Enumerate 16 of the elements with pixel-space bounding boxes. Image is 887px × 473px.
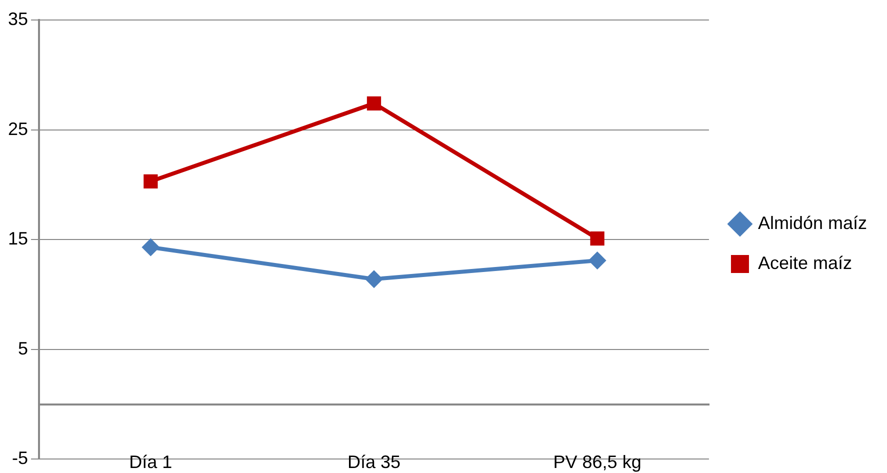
y-tick-label: 25 (8, 118, 28, 139)
point (590, 231, 604, 246)
legend-label: Aceite maíz (758, 252, 852, 273)
y-tick-label: 15 (8, 228, 28, 249)
x-tick-label: Día 1 (129, 452, 172, 472)
point (144, 174, 158, 188)
legend-label: Almidón maíz (758, 212, 868, 233)
point (588, 251, 606, 270)
y-tick-label: -5 (12, 448, 28, 468)
x-tick-label: Día 35 (347, 452, 401, 472)
point (366, 96, 382, 111)
point (364, 270, 383, 288)
y-tick-label: 5 (18, 338, 28, 358)
y-tick-label: 35 (8, 8, 28, 29)
point (142, 238, 160, 256)
x-tick-label: PV 86,5 kg (553, 452, 642, 472)
